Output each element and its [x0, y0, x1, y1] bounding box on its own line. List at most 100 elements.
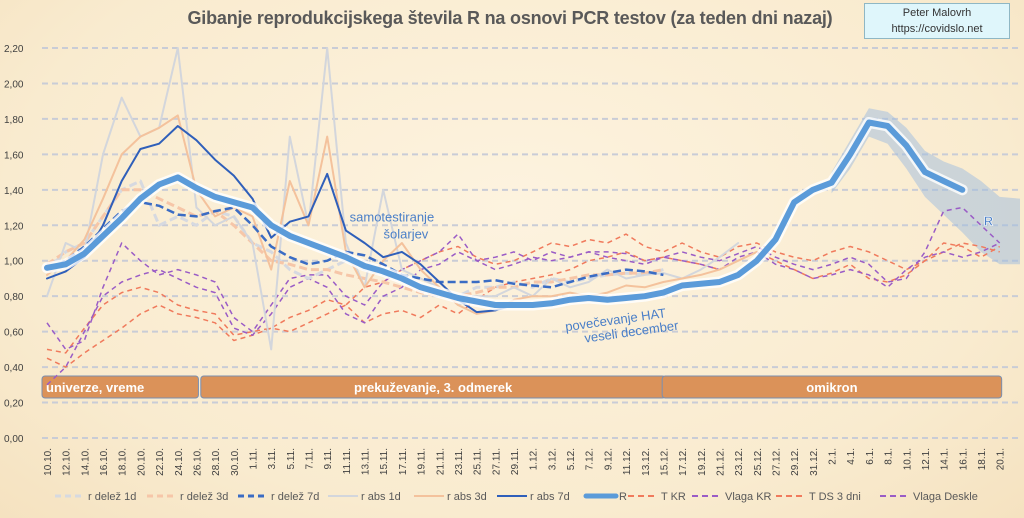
x-tick-label: 18.1. [977, 448, 988, 470]
legend-item[interactable]: r abs 3d [414, 491, 487, 503]
x-tick-label: 13.11. [361, 448, 372, 475]
y-tick-label: 2,00 [4, 79, 24, 90]
x-tick-label: 12.10. [62, 448, 73, 476]
legend-label: T DS 3 dni [809, 491, 861, 503]
x-tick-label: 28.10. [211, 448, 222, 476]
x-tick-label: 1.12. [529, 448, 540, 470]
legend-item[interactable]: Vlaga KR [692, 491, 772, 503]
legend-item[interactable]: r delež 7d [238, 491, 319, 503]
series-R-glow [41, 117, 968, 311]
series-line-t-ds-3-dni [46, 242, 1001, 368]
y-tick-label: 1,80 [4, 115, 24, 126]
x-tick-label: 19.12. [697, 448, 708, 476]
x-tick-label: 23.12. [734, 448, 745, 476]
y-tick-label: 0,20 [4, 399, 24, 410]
x-tick-label: 31.12. [809, 448, 820, 476]
x-tick-label: 25.11. [473, 448, 484, 475]
author-name: Peter Malovrh [902, 7, 972, 19]
x-tick-label: 21.11. [435, 448, 446, 475]
x-tick-label: 5.11. [286, 448, 297, 470]
y-tick-label: 1,00 [4, 257, 24, 268]
x-tick-label: 6.1. [865, 448, 876, 465]
x-tick-label: 29.12. [790, 448, 801, 476]
legend-item[interactable]: r delež 3d [147, 491, 228, 503]
legend-label: Vlaga Deskle [913, 491, 978, 503]
series-line-r-delež-7d [46, 200, 664, 289]
x-tick-label: 9.12. [603, 448, 614, 470]
x-tick-label: 3.11. [267, 448, 278, 470]
legend-label: r abs 3d [447, 491, 487, 503]
x-tick-label: 18.10. [118, 448, 129, 476]
y-tick-label: 2,20 [4, 44, 24, 55]
legend-label: r delež 3d [180, 491, 228, 503]
x-tick-label: 17.12. [678, 448, 689, 476]
legend-label: r abs 7d [530, 491, 570, 503]
chart-title: Gibanje reprodukcijskega števila R na os… [187, 8, 833, 28]
legend-item[interactable]: r abs 7d [497, 491, 570, 503]
y-tick-label: 0,00 [4, 434, 24, 445]
x-tick-label: 15.11. [379, 448, 390, 475]
author-url[interactable]: https://covidslo.net [891, 23, 983, 35]
x-tick-label: 4.1. [846, 448, 857, 465]
legend-item[interactable]: R [583, 491, 627, 503]
x-tick-label: 13.12. [641, 448, 652, 476]
x-tick-label: 20.10. [136, 448, 147, 476]
phase-label: prekuževanje, 3. odmerek [354, 380, 513, 395]
series-line-t-kr [46, 233, 1000, 354]
x-tick-label: 24.10. [174, 448, 185, 476]
phase-bar [41, 375, 199, 399]
x-tick-label: 14.1. [940, 448, 951, 470]
legend-item[interactable]: T DS 3 dni [776, 491, 861, 503]
x-tick-label: 10.1. [902, 448, 913, 470]
x-tick-label: 27.12. [772, 448, 783, 476]
x-tick-label: 8.1. [884, 448, 895, 465]
legend-item[interactable]: r abs 1d [328, 491, 401, 503]
series-line-vlaga-deskle [46, 242, 1001, 386]
y-tick-label: 1,40 [4, 186, 24, 197]
y-tick-label: 0,80 [4, 292, 24, 303]
series-line-r [44, 119, 966, 308]
x-tick-label: 27.11. [491, 448, 502, 475]
legend-label: r abs 1d [361, 491, 401, 503]
series-line-r-abs-3d [46, 114, 758, 315]
x-tick-label: 20.1. [996, 448, 1007, 470]
series-line-vlaga-kr [46, 206, 1001, 351]
x-tick-label: 19.11. [417, 448, 428, 475]
legend-item[interactable]: Vlaga Deskle [880, 491, 978, 503]
y-tick-label: 1,20 [4, 221, 24, 232]
legend-label: R [619, 491, 627, 503]
series-line-r-abs-1d [46, 47, 740, 351]
x-tick-label: 12.1. [921, 448, 932, 470]
legend-item[interactable]: r delež 1d [55, 491, 136, 503]
phase-label: univerze, vreme [46, 380, 144, 395]
annotation-text: šolarjev [384, 227, 429, 242]
x-tick-label: 30.10. [230, 448, 241, 476]
x-tick-label: 2.1. [828, 448, 839, 465]
legend-label: T KR [661, 491, 686, 503]
x-tick-label: 26.10. [192, 448, 203, 476]
x-tick-label: 15.12. [659, 448, 670, 476]
y-tick-label: 0,40 [4, 363, 24, 374]
x-tick-label: 14.10. [80, 448, 91, 476]
annotation-text: samotestiranje [350, 210, 435, 225]
legend-label: r delež 7d [271, 491, 319, 503]
x-tick-label: 3.12. [547, 448, 558, 470]
legend-item[interactable]: T KR [628, 491, 686, 503]
x-tick-label: 17.11. [398, 448, 409, 475]
x-tick-label: 29.11. [510, 448, 521, 475]
author-box: Peter Malovrh https://covidslo.net [864, 3, 1010, 39]
x-tick-label: 21.12. [715, 448, 726, 476]
phase-label: omikron [806, 380, 857, 395]
x-tick-label: 5.12. [566, 448, 577, 470]
x-tick-label: 11.12. [622, 448, 633, 475]
x-tick-label: 23.11. [454, 448, 465, 475]
x-tick-label: 16.10. [99, 448, 110, 476]
x-tick-label: 1.11. [248, 448, 259, 470]
legend-label: r delež 1d [88, 491, 136, 503]
x-tick-label: 16.1. [958, 448, 969, 470]
x-tick-label: 22.10. [155, 448, 166, 476]
x-tick-label: 7.11. [305, 448, 316, 470]
y-tick-label: 1,60 [4, 150, 24, 161]
x-tick-label: 7.12. [585, 448, 596, 470]
